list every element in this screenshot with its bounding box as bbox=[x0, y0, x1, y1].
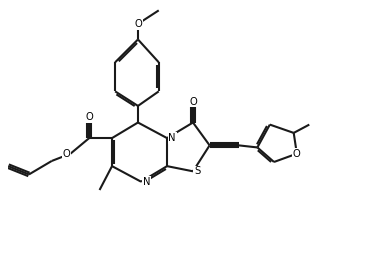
Text: N: N bbox=[168, 133, 176, 143]
Text: O: O bbox=[63, 149, 70, 159]
Text: O: O bbox=[85, 112, 93, 122]
Text: O: O bbox=[189, 97, 197, 107]
Text: O: O bbox=[293, 149, 301, 159]
Text: S: S bbox=[194, 166, 200, 176]
Text: O: O bbox=[134, 19, 142, 29]
Text: N: N bbox=[142, 177, 150, 187]
